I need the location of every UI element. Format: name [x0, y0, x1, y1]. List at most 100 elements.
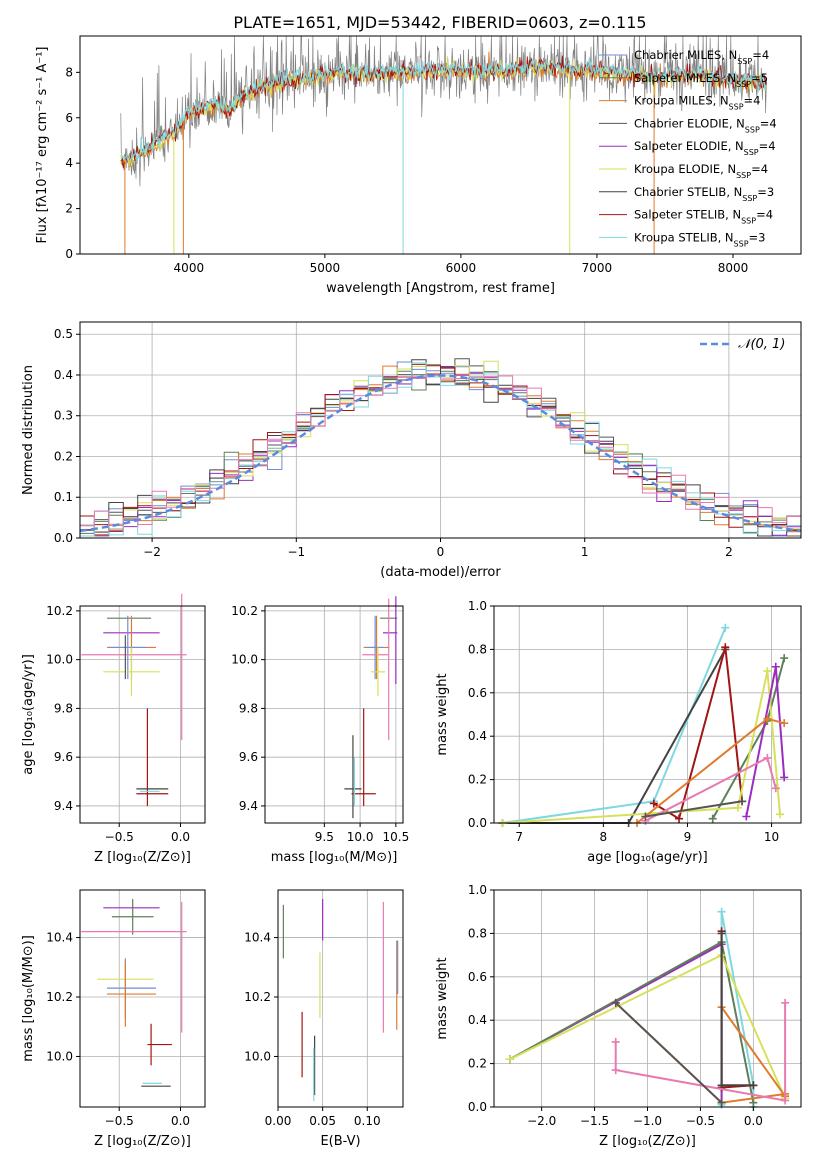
spectrum-data-line: [120, 36, 768, 187]
y-tick-label: 8: [65, 65, 73, 79]
x-tick-label: 0: [437, 545, 445, 559]
y-tick-label: 0: [65, 247, 73, 261]
weight-marker-salpeter_stelib: [675, 814, 684, 823]
weight-line-salpeter_stelib: [653, 646, 744, 821]
y-tick-label: 9.8: [239, 701, 258, 715]
y-tick-label: 10.2: [231, 604, 258, 618]
x-axis-label: E(B-V): [320, 1134, 360, 1149]
y-tick-label: 4: [65, 156, 73, 170]
plot-area-ebv-mass: [282, 898, 399, 1102]
legend-count: =4: [759, 139, 776, 153]
legend-subscript: SSP: [744, 148, 759, 157]
weight-marker-salpeter_stelib: [649, 799, 658, 808]
legend-entry: Kroupa ELODIE, NSSP=4: [634, 162, 768, 180]
y-tick-label: 10.0: [46, 653, 73, 667]
weight-marker-chabrier_stelib: [749, 1081, 758, 1090]
weight-marker-kroupa_stelib: [721, 623, 730, 632]
legend-count: =5: [751, 71, 768, 85]
plot-area-z-weight: [505, 907, 790, 1111]
legend-entry: Salpeter ELODIE, NSSP=4: [634, 139, 776, 157]
plot-area-z-age: [81, 593, 187, 806]
weight-line-chabrier_elodie: [645, 800, 743, 818]
x-tick-label: 8: [600, 830, 608, 844]
x-tick-label: −1.5: [580, 1114, 609, 1128]
weight-marker-salpeter_elodie: [742, 812, 751, 821]
x-tick-label: 5000: [310, 261, 341, 275]
y-tick-label: 9.4: [239, 799, 258, 813]
weight-marker-salpeter_elodie: [780, 773, 789, 782]
x-tick-label: −1.0: [633, 1114, 662, 1128]
x-tick-label: 4000: [174, 261, 205, 275]
y-tick-label: 10.0: [231, 653, 258, 667]
weight-marker-pink: [771, 784, 780, 793]
y-tick-label: 0.5: [54, 327, 73, 341]
y-tick-label: 10.0: [244, 1049, 271, 1063]
y-axis-label: Normed distribution: [21, 365, 36, 495]
legend-subscript: SSP: [736, 79, 751, 88]
weight-marker-pink: [781, 1096, 790, 1105]
weight-marker-pink: [611, 1066, 620, 1075]
legend-subscript: SSP: [734, 239, 749, 248]
legend-text: Kroupa MILES, N: [634, 94, 729, 108]
legend-subscript: SSP: [729, 102, 744, 111]
legend-text: Salpeter ELODIE, N: [634, 139, 744, 153]
legend-count: =4: [756, 208, 773, 222]
y-tick-label: 0.4: [468, 729, 487, 743]
x-tick-label: 0.00: [265, 1114, 292, 1128]
y-tick-label: 2: [65, 202, 73, 216]
y-tick-label: 10.0: [46, 1049, 73, 1063]
panel-age-weight: 7 8 9 10 0.0 0.2 0.4 0.6 0.8 1.0 age [log₁₀(age/yr…: [435, 599, 802, 865]
weight-line-pink: [614, 1002, 787, 1102]
x-tick-label: −0.5: [105, 830, 134, 844]
y-tick-label: 10.2: [46, 604, 73, 618]
weight-marker-salpeter_miles: [708, 814, 717, 823]
legend-count: =3: [749, 230, 766, 244]
axes-frame: [493, 605, 802, 824]
legend-text: Chabrier MILES, N: [634, 48, 737, 62]
legend-subscript: SSP: [742, 193, 757, 202]
legend-entry: Chabrier ELODIE, NSSP=4: [634, 116, 777, 133]
legend-count: =4: [751, 162, 768, 176]
y-tick-label: 0.2: [54, 449, 73, 463]
weight-marker-chabrier_elodie: [738, 797, 747, 806]
y-tick-label: 0.2: [468, 773, 487, 787]
x-tick-label: 0.0: [744, 1114, 763, 1128]
figure-title: PLATE=1651, MJD=53442, FIBERID=0603, z=0…: [233, 13, 646, 32]
x-tick-label: −2: [143, 545, 161, 559]
legend-text: Chabrier ELODIE, N: [634, 116, 745, 130]
y-tick-label: 0.0: [54, 531, 73, 545]
y-tick-label: 0.8: [468, 642, 487, 656]
y-tick-label: 10.2: [244, 990, 271, 1004]
legend-text: Salpeter STELIB, N: [634, 208, 741, 222]
weight-marker-kroupa_miles: [763, 714, 772, 723]
x-axis-label: Z [log₁₀(Z/Z⊙)]: [599, 1134, 696, 1149]
x-tick-label: −0.5: [105, 1114, 134, 1128]
legend-count: =4: [760, 116, 777, 130]
plot-area-residuals: 𝒩(0, 1): [79, 337, 802, 538]
weight-marker-pink: [781, 998, 790, 1007]
x-axis-label: age [log₁₀(age/yr)]: [587, 850, 708, 865]
y-tick-label: 0.0: [468, 816, 487, 830]
x-tick-label: 1: [581, 545, 589, 559]
legend-entry: Chabrier STELIB, NSSP=3: [634, 185, 774, 203]
y-tick-label: 10.4: [46, 931, 73, 945]
legend-entry: Chabrier MILES, NSSP=4: [634, 48, 769, 66]
y-tick-label: 10.4: [244, 931, 271, 945]
x-tick-label: −2.0: [527, 1114, 556, 1128]
weight-marker-salpeter_elodie: [771, 662, 780, 671]
weight-marker-chabrier_stelib: [717, 929, 726, 938]
axes-frame: [264, 605, 404, 824]
panel-z-mass: −0.5 0.0 10.0 10.2 10.4 Z [log₁₀(Z/Z⊙)] mass […: [21, 889, 206, 1149]
x-axis-label: Z [log₁₀(Z/Z⊙)]: [94, 850, 191, 865]
axes-frame: [79, 605, 206, 824]
x-axis-label: mass [log₁₀(M/M⊙)]: [271, 850, 398, 865]
y-axis-label: age [log₁₀(age/yr)]: [21, 654, 36, 775]
weight-line-kroupa_miles: [720, 1006, 786, 1097]
weight-marker-chabrier_elodie: [611, 998, 620, 1007]
legend-subscript: SSP: [741, 216, 756, 225]
plot-area-spectrum: [120, 36, 768, 254]
x-tick-label: 0.10: [354, 1114, 381, 1128]
x-tick-label: 9.5: [315, 830, 334, 844]
weight-marker-kroupa_miles: [780, 719, 789, 728]
